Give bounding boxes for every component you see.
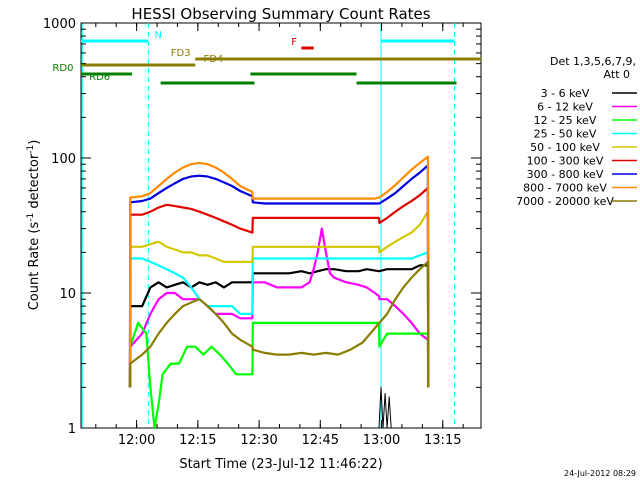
footer-date: 24-Jul-2012 08:29 <box>564 469 636 478</box>
x-tick-label: 12:30 <box>240 433 277 448</box>
x-tick-label: 12:00 <box>118 433 155 448</box>
y-label-part: ) <box>27 140 42 145</box>
state-label-rd6: RD6 <box>89 72 110 83</box>
series-line-0 <box>128 264 430 388</box>
legend-header-attenuator: Att 0 <box>604 68 630 81</box>
legend-label-7: 800 - 7000 keV <box>523 182 607 195</box>
series-line-6 <box>128 164 430 388</box>
y-label-sup: -1 <box>26 213 36 222</box>
legend-label-3: 25 - 50 keV <box>534 128 597 141</box>
legend-label-1: 6 - 12 keV <box>537 101 593 114</box>
legend-label-2: 12 - 25 keV <box>534 114 597 127</box>
x-tick-label: 13:00 <box>363 433 400 448</box>
series-line-1 <box>128 227 430 388</box>
legend-label-5: 100 - 300 keV <box>527 155 604 168</box>
state-label-f: F <box>291 37 297 48</box>
state-label-fd4: FD4 <box>203 54 223 65</box>
y-label-part: Count Rate (s <box>27 222 42 311</box>
y-tick-label: 1000 <box>43 17 76 32</box>
x-tick-label: 13:15 <box>424 433 461 448</box>
legend-label-6: 300 - 800 keV <box>527 168 604 181</box>
state-label-fd3: FD3 <box>171 48 191 59</box>
y-tick-label: 1 <box>68 422 76 437</box>
legend-label-4: 50 - 100 keV <box>530 141 600 154</box>
y-tick-label: 10 <box>59 287 76 302</box>
series-line-3 <box>128 251 430 388</box>
y-tick-label: 100 <box>51 152 76 167</box>
legend-header-detectors: Det 1,3,5,6,7,9, <box>550 55 636 68</box>
y-label-sup: -1 <box>26 145 36 154</box>
x-tick-label: 12:15 <box>179 433 216 448</box>
series-line-8 <box>128 260 430 388</box>
series-line-9 <box>378 386 392 429</box>
legend-label-8: 7000 - 20000 keV <box>516 195 614 208</box>
plot-frame-rect <box>80 22 482 429</box>
series-line-7 <box>128 155 430 388</box>
x-tick-label: 12:45 <box>302 433 339 448</box>
series-line-5 <box>128 186 430 388</box>
series-line-4 <box>128 210 430 388</box>
x-axis-label: Start Time (23-Jul-12 11:46:22) <box>179 457 382 472</box>
state-label-n: N <box>154 30 161 41</box>
y-axis-label: Count Rate (s-1 detector-1) <box>26 140 42 311</box>
series-line-2 <box>128 321 430 430</box>
legend-label-0: 3 - 6 keV <box>541 87 590 100</box>
plot-frame <box>80 22 482 429</box>
state-label-rd0: RD0 <box>52 63 73 74</box>
y-label-part: detector <box>27 153 42 213</box>
chart-title: HESSI Observing Summary Count Rates <box>131 5 430 23</box>
